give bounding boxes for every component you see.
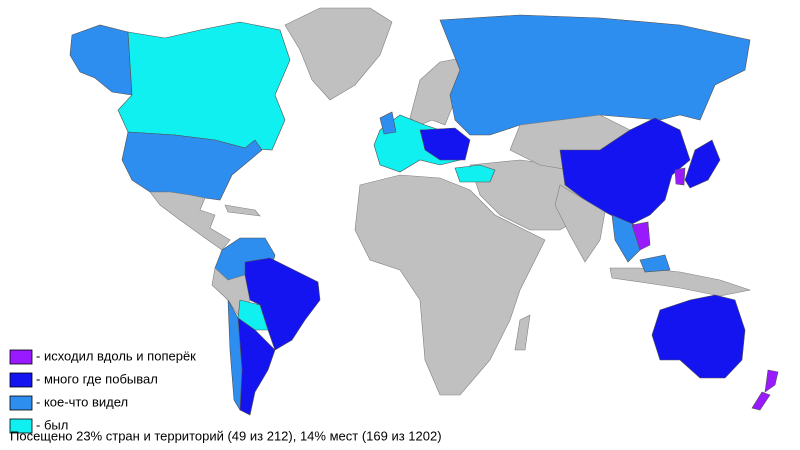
indonesia	[609, 267, 752, 297]
legend-label: - исходил вдоль и поперёк	[36, 348, 196, 363]
country	[227, 299, 243, 412]
greenland	[284, 7, 393, 101]
country	[674, 167, 686, 186]
india	[554, 184, 606, 263]
country	[639, 254, 671, 273]
legend-swatch	[9, 349, 33, 365]
country	[121, 131, 263, 201]
country	[764, 369, 779, 393]
footer: Посещено 23% стран и территорий (49 из 2…	[10, 428, 442, 443]
africa	[354, 174, 546, 396]
country	[454, 164, 496, 183]
caribbean	[224, 204, 261, 217]
country	[69, 24, 133, 96]
legend-label: - кое-что видел	[36, 394, 128, 409]
country	[631, 221, 651, 251]
legend-label: - был	[36, 417, 68, 432]
country	[379, 111, 397, 135]
legend: - исходил вдоль и поперёк - много где поб…	[9, 348, 196, 434]
legend-label: - много где побывал	[36, 371, 158, 386]
land	[69, 7, 779, 416]
madagascar	[514, 314, 531, 351]
legend-swatch	[9, 395, 33, 411]
country	[684, 139, 721, 189]
legend-swatch	[9, 418, 33, 434]
country	[237, 299, 269, 331]
legend-swatch	[9, 372, 33, 388]
country	[244, 257, 321, 351]
country	[751, 391, 771, 411]
country	[439, 14, 751, 136]
country	[651, 294, 746, 379]
mexico	[149, 191, 231, 251]
country	[419, 127, 471, 161]
country	[117, 21, 291, 151]
